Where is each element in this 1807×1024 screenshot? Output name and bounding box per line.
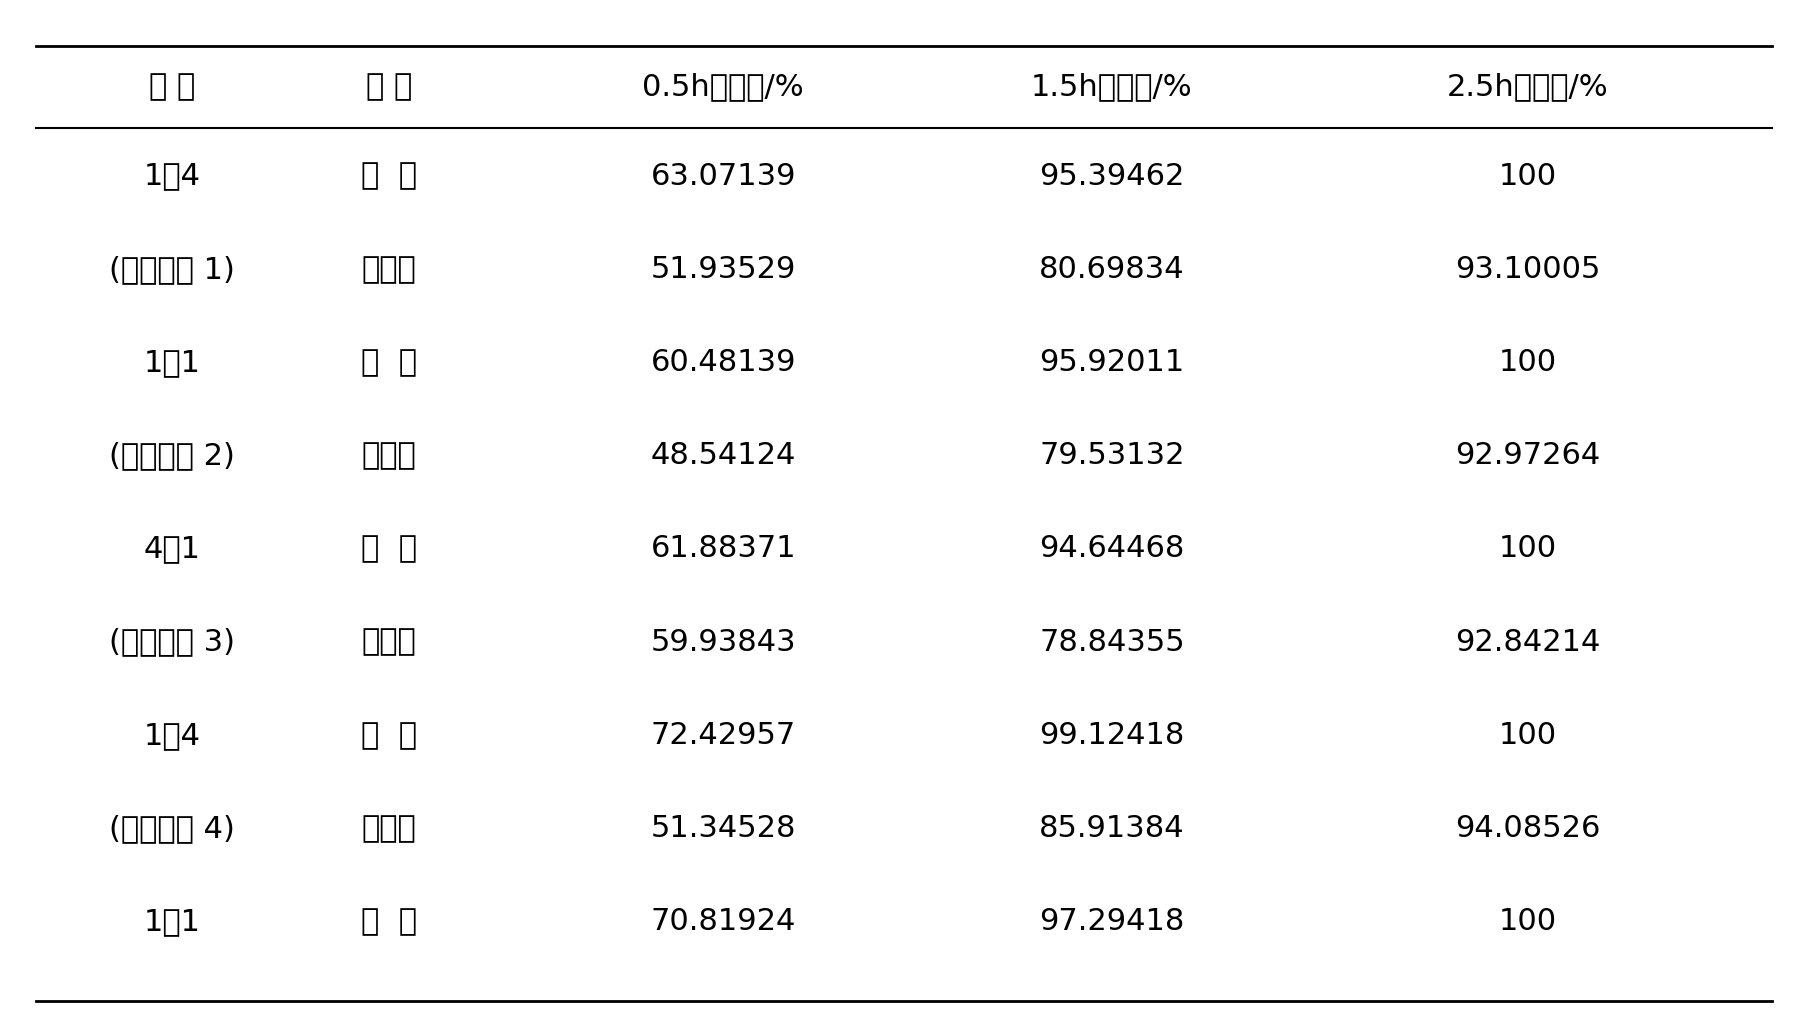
Text: 99.12418: 99.12418 bbox=[1039, 721, 1184, 750]
Text: 95.39462: 95.39462 bbox=[1039, 162, 1184, 190]
Text: 氙  灯: 氙 灯 bbox=[361, 721, 416, 750]
Text: 51.34528: 51.34528 bbox=[651, 814, 795, 843]
Text: 92.84214: 92.84214 bbox=[1455, 628, 1599, 656]
Text: 100: 100 bbox=[1498, 348, 1556, 377]
Text: 4：1: 4：1 bbox=[143, 535, 201, 563]
Text: 94.08526: 94.08526 bbox=[1455, 814, 1599, 843]
Text: 59.93843: 59.93843 bbox=[651, 628, 795, 656]
Text: 78.84355: 78.84355 bbox=[1039, 628, 1184, 656]
Text: 51.93529: 51.93529 bbox=[651, 255, 795, 284]
Text: 1：4: 1：4 bbox=[143, 162, 201, 190]
Text: 1：4: 1：4 bbox=[143, 721, 201, 750]
Text: 60.48139: 60.48139 bbox=[651, 348, 795, 377]
Text: (实施方式 2): (实施方式 2) bbox=[108, 441, 235, 470]
Text: 48.54124: 48.54124 bbox=[651, 441, 795, 470]
Text: 太阳光: 太阳光 bbox=[361, 814, 416, 843]
Text: 太阳光: 太阳光 bbox=[361, 441, 416, 470]
Text: 97.29418: 97.29418 bbox=[1039, 907, 1184, 936]
Text: 1.5h转化率/%: 1.5h转化率/% bbox=[1030, 73, 1193, 101]
Text: 氙  灯: 氙 灯 bbox=[361, 348, 416, 377]
Text: 0.5h转化率/%: 0.5h转化率/% bbox=[641, 73, 804, 101]
Text: 61.88371: 61.88371 bbox=[651, 535, 795, 563]
Text: 93.10005: 93.10005 bbox=[1455, 255, 1599, 284]
Text: (实施方式 4): (实施方式 4) bbox=[108, 814, 235, 843]
Text: 100: 100 bbox=[1498, 721, 1556, 750]
Text: 100: 100 bbox=[1498, 162, 1556, 190]
Text: (实施方式 1): (实施方式 1) bbox=[108, 255, 235, 284]
Text: 光 源: 光 源 bbox=[365, 73, 412, 101]
Text: 95.92011: 95.92011 bbox=[1039, 348, 1184, 377]
Text: 太阳光: 太阳光 bbox=[361, 255, 416, 284]
Text: 92.97264: 92.97264 bbox=[1455, 441, 1599, 470]
Text: 70.81924: 70.81924 bbox=[651, 907, 795, 936]
Text: 氙  灯: 氙 灯 bbox=[361, 907, 416, 936]
Text: 氙  灯: 氙 灯 bbox=[361, 535, 416, 563]
Text: (实施方式 3): (实施方式 3) bbox=[108, 628, 235, 656]
Text: 比 例: 比 例 bbox=[148, 73, 195, 101]
Text: 94.64468: 94.64468 bbox=[1039, 535, 1184, 563]
Text: 1：1: 1：1 bbox=[143, 907, 201, 936]
Text: 79.53132: 79.53132 bbox=[1039, 441, 1184, 470]
Text: 太阳光: 太阳光 bbox=[361, 628, 416, 656]
Text: 63.07139: 63.07139 bbox=[651, 162, 795, 190]
Text: 80.69834: 80.69834 bbox=[1039, 255, 1184, 284]
Text: 100: 100 bbox=[1498, 907, 1556, 936]
Text: 2.5h转化率/%: 2.5h转化率/% bbox=[1446, 73, 1608, 101]
Text: 1：1: 1：1 bbox=[143, 348, 201, 377]
Text: 氙  灯: 氙 灯 bbox=[361, 162, 416, 190]
Text: 72.42957: 72.42957 bbox=[651, 721, 795, 750]
Text: 85.91384: 85.91384 bbox=[1039, 814, 1184, 843]
Text: 100: 100 bbox=[1498, 535, 1556, 563]
